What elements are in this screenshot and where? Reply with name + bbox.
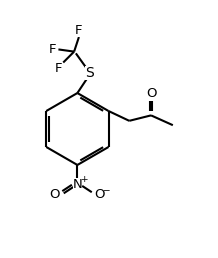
Text: O: O xyxy=(95,188,105,201)
Text: N: N xyxy=(73,178,82,191)
Text: O: O xyxy=(146,87,156,100)
Text: F: F xyxy=(75,24,83,37)
Text: F: F xyxy=(49,43,56,56)
Text: −: − xyxy=(102,185,110,194)
Text: F: F xyxy=(54,62,62,75)
Text: +: + xyxy=(80,175,87,184)
Text: O: O xyxy=(50,188,60,201)
Text: S: S xyxy=(85,66,94,80)
